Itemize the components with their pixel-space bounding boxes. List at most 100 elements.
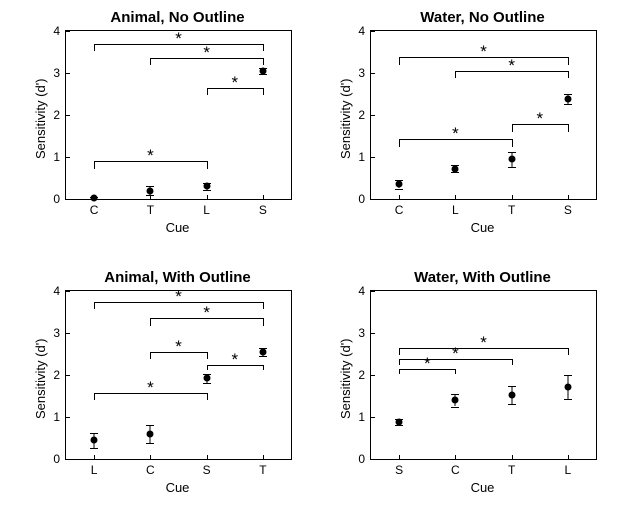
xtick-label: T [508,203,515,217]
figure-root: 01234CTLS****Animal, No OutlineSensitivi… [0,0,618,514]
sig-bracket-v [512,124,513,132]
significance-star: * [508,56,515,76]
ytick-label: 2 [358,368,365,382]
xtick-label: T [508,463,515,477]
ytick-label: 0 [53,192,60,206]
x-axis-label: Cue [65,220,290,235]
xtick-label: C [451,463,460,477]
x-axis-label: Cue [370,480,595,495]
xtick-mark [512,195,513,199]
xtick-mark [568,455,569,459]
ytick-label: 4 [53,24,60,38]
xtick-mark [399,455,400,459]
data-point [91,437,98,444]
sig-bracket-v [399,139,400,147]
errorbar-cap [564,104,572,105]
sig-bracket-v [94,44,95,52]
sig-bracket-v [568,124,569,132]
data-point [259,348,266,355]
errorbar-cap [451,172,459,173]
significance-star: * [175,287,182,307]
plot-area: 01234CTLS**** [65,30,292,200]
xtick-label: S [395,463,403,477]
xtick-mark [263,455,264,459]
xtick-label: C [395,203,404,217]
errorbar-cap [259,74,267,75]
ytick-label: 0 [53,452,60,466]
data-point [259,67,266,74]
ytick-mark [371,459,375,460]
ytick-label: 1 [358,150,365,164]
sig-bracket-v [263,302,264,310]
ytick-label: 3 [358,66,365,80]
ytick-label: 3 [53,66,60,80]
ytick-label: 4 [358,24,365,38]
significance-star: * [452,344,459,364]
data-point [452,397,459,404]
x-axis-label: Cue [370,220,595,235]
errorbar-cap [259,356,267,357]
xtick-label: L [565,463,572,477]
ytick-mark [66,417,70,418]
sig-bracket-v [399,348,400,356]
errorbar-cap [508,152,516,153]
y-axis-label: Sensitivity (d') [338,78,353,159]
ytick-label: 4 [53,284,60,298]
xtick-label: L [203,203,210,217]
errorbar-cap [508,167,516,168]
xtick-label: L [91,463,98,477]
sig-bracket-v [263,58,264,66]
xtick-mark [399,195,400,199]
x-axis-label: Cue [65,480,290,495]
data-point [452,165,459,172]
significance-star: * [480,333,487,353]
errorbar-cap [395,189,403,190]
ytick-mark [371,375,375,376]
ytick-label: 0 [358,452,365,466]
errorbar-cap [90,448,98,449]
significance-star: * [480,42,487,62]
sig-bracket-v [512,359,513,365]
significance-star: * [536,109,543,129]
significance-star: * [147,146,154,166]
data-point [508,392,515,399]
significance-star: * [231,73,238,93]
ytick-label: 3 [358,326,365,340]
panel-p4: 01234SCTL*** [370,290,595,458]
ytick-mark [66,199,70,200]
ytick-mark [371,115,375,116]
panel-title: Water, No Outline [370,9,595,26]
ytick-mark [371,157,375,158]
y-axis-label: Sensitivity (d') [33,78,48,159]
data-point [203,183,210,190]
sig-bracket-v [399,57,400,65]
sig-bracket-v [568,57,569,65]
xtick-label: T [259,463,266,477]
errorbar-cap [395,425,403,426]
sig-bracket-v [455,71,456,79]
sig-bracket-v [568,71,569,79]
ytick-label: 4 [358,284,365,298]
sig-bracket-v [94,302,95,310]
ytick-mark [66,73,70,74]
errorbar-cap [90,433,98,434]
xtick-mark [455,455,456,459]
xtick-label: C [146,463,155,477]
errorbar-cap [451,394,459,395]
sig-bracket-v [207,393,208,401]
ytick-mark [66,333,70,334]
ytick-mark [371,199,375,200]
plot-area: 01234CLTS**** [370,30,597,200]
sig-bracket-v [150,352,151,360]
data-point [564,96,571,103]
data-point [564,383,571,390]
sig-bracket-v [207,352,208,360]
panel-title: Animal, With Outline [65,269,290,286]
errorbar-cap [451,407,459,408]
ytick-label: 1 [358,410,365,424]
plot-area: 01234LCST***** [65,290,292,460]
xtick-mark [94,455,95,459]
ytick-label: 2 [53,368,60,382]
y-axis-label: Sensitivity (d') [33,338,48,419]
sig-bracket-v [263,44,264,52]
